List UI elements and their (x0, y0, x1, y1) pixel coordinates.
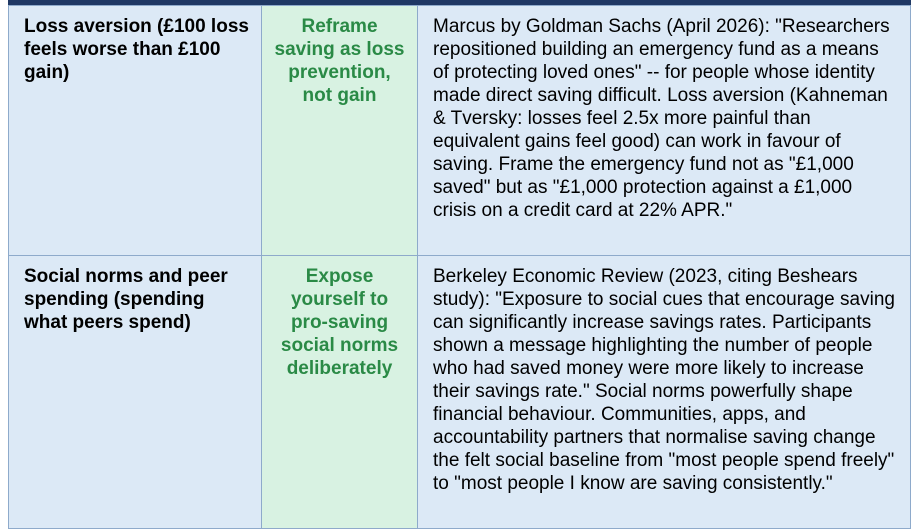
bias-cell: Social norms and peer spending (spending… (8, 255, 262, 529)
evidence-cell: Marcus by Goldman Sachs (April 2026): "R… (417, 5, 911, 256)
bias-cell: Loss aversion (£100 loss feels worse tha… (8, 5, 262, 256)
strategy-cell: Reframe saving as loss prevention, not g… (261, 5, 418, 256)
table-row: Social norms and peer spending (spending… (8, 255, 911, 529)
top-border (8, 0, 911, 5)
evidence-cell: Berkeley Economic Review (2023, citing B… (417, 255, 911, 529)
table: Loss aversion (£100 loss feels worse tha… (8, 5, 911, 529)
table-row: Loss aversion (£100 loss feels worse tha… (8, 5, 911, 256)
strategy-cell: Expose yourself to pro-saving social nor… (261, 255, 418, 529)
